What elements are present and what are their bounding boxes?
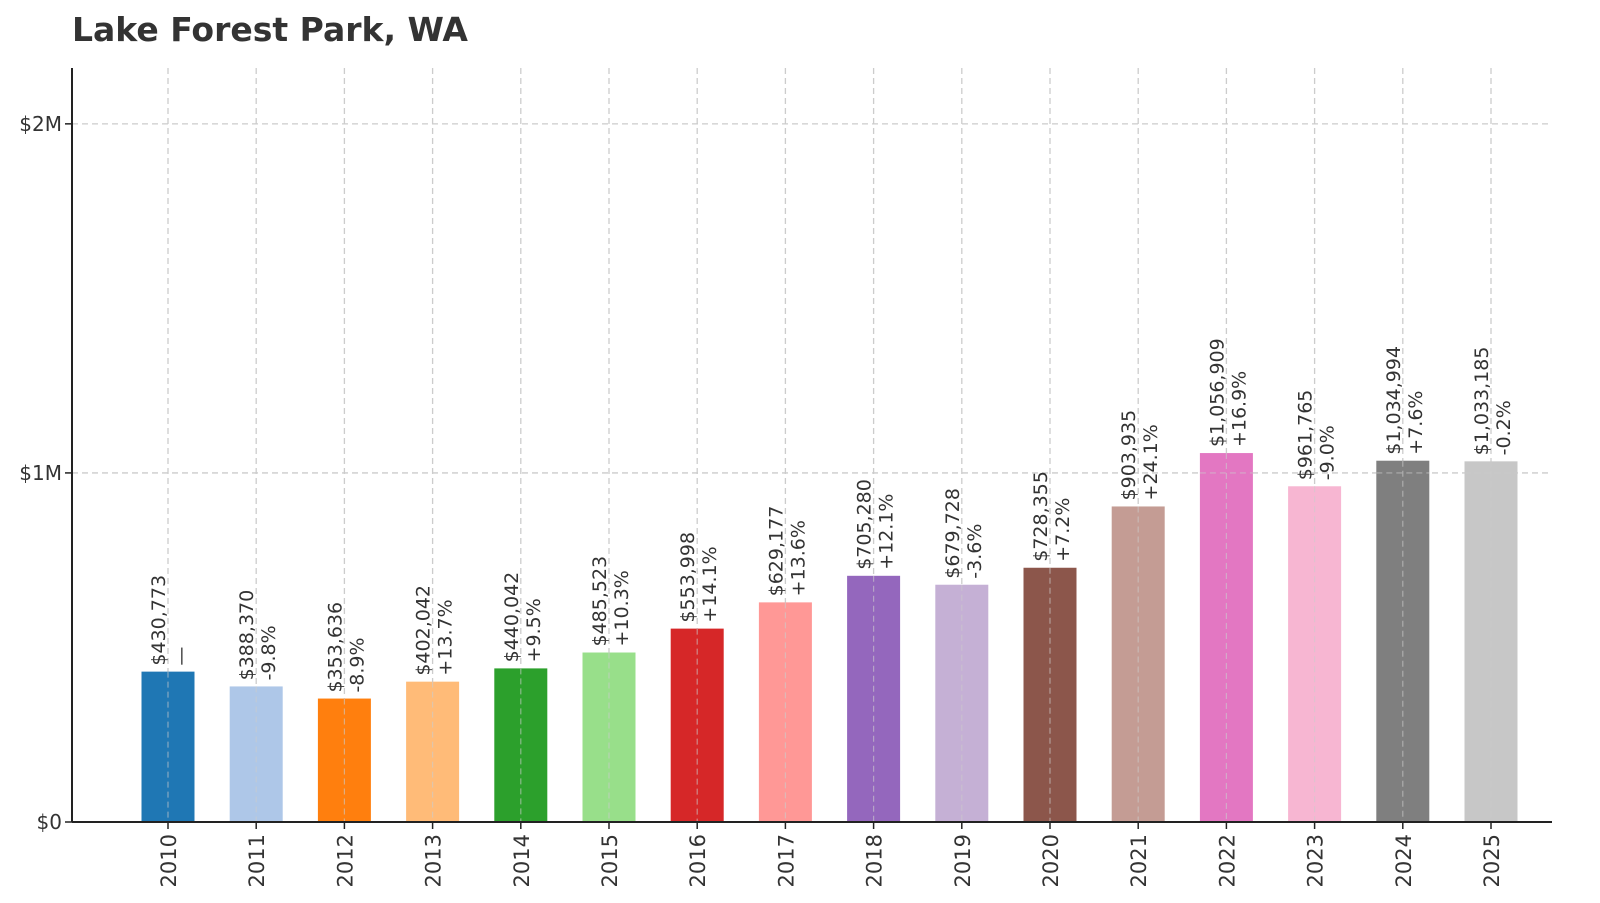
x-tick-label: 2018 bbox=[863, 834, 887, 887]
value-label: $485,523 bbox=[589, 556, 611, 647]
x-tick-label: 2011 bbox=[245, 834, 269, 887]
value-label: $353,636 bbox=[324, 602, 346, 693]
value-label: $705,280 bbox=[854, 479, 876, 570]
x-tick-label: 2019 bbox=[951, 834, 975, 887]
value-label: $903,935 bbox=[1118, 410, 1140, 501]
change-label: -8.9% bbox=[346, 637, 368, 692]
x-tick-label: 2021 bbox=[1127, 834, 1151, 887]
y-tick-label: $1M bbox=[19, 461, 62, 485]
value-label: $1,056,909 bbox=[1206, 338, 1228, 447]
y-tick-label: $0 bbox=[37, 810, 62, 834]
x-tick-label: 2023 bbox=[1304, 834, 1328, 887]
data-labels: $430,773— $388,370 -9.8% $353,636 -8.9% $402,… bbox=[148, 338, 1515, 692]
change-label: +10.3% bbox=[611, 570, 633, 646]
grid-lines bbox=[72, 68, 1552, 822]
change-label: +16.9% bbox=[1228, 371, 1250, 447]
change-label: +14.1% bbox=[699, 546, 721, 622]
change-label: -9.8% bbox=[258, 625, 280, 680]
x-tick-label: 2017 bbox=[774, 834, 798, 887]
chart-title: Lake Forest Park, WA bbox=[72, 10, 468, 49]
bar-2021 bbox=[1111, 506, 1165, 822]
change-label: +12.1% bbox=[876, 494, 898, 570]
value-label: $430,773 bbox=[148, 575, 170, 666]
change-label: +13.6% bbox=[787, 520, 809, 596]
change-label: +7.2% bbox=[1052, 498, 1074, 562]
x-tick-label: 2020 bbox=[1039, 834, 1063, 887]
value-label: $629,177 bbox=[765, 506, 787, 597]
x-tick-label: 2015 bbox=[598, 834, 622, 887]
value-label: $553,998 bbox=[677, 532, 699, 623]
x-tick-label: 2010 bbox=[157, 834, 181, 887]
change-label: -0.2% bbox=[1493, 400, 1515, 455]
change-label: +7.6% bbox=[1405, 391, 1427, 455]
change-label: +9.5% bbox=[523, 598, 545, 662]
x-tick-label: 2016 bbox=[686, 834, 710, 887]
change-label: -3.6% bbox=[964, 524, 986, 579]
x-tick-label: 2013 bbox=[422, 834, 446, 887]
x-tick-label: 2014 bbox=[510, 834, 534, 887]
x-tick-label: 2012 bbox=[333, 834, 357, 887]
bar-2020 bbox=[1023, 567, 1077, 822]
bars bbox=[141, 453, 1518, 822]
value-label: $388,370 bbox=[236, 590, 258, 681]
y-tick-label: $2M bbox=[19, 112, 62, 136]
value-label: $440,042 bbox=[501, 572, 523, 663]
value-label: $1,033,185 bbox=[1471, 347, 1493, 456]
x-tick-label: 2022 bbox=[1215, 834, 1239, 887]
bar-2019 bbox=[935, 584, 989, 822]
change-label: +13.7% bbox=[435, 599, 457, 675]
value-label: $679,728 bbox=[942, 488, 964, 579]
change-label: -9.0% bbox=[1317, 425, 1339, 480]
x-tick-label: 2024 bbox=[1392, 834, 1416, 887]
axes: $0 $1M $2M 2010 2011 2012 2013 2014 2015 2016 2017… bbox=[19, 68, 1552, 887]
value-label: $961,765 bbox=[1295, 390, 1317, 481]
change-label: — bbox=[170, 647, 192, 666]
value-label: $1,034,994 bbox=[1383, 346, 1405, 455]
value-label: $402,042 bbox=[413, 585, 435, 676]
value-label: $728,355 bbox=[1030, 471, 1052, 562]
x-tick-label: 2025 bbox=[1480, 834, 1504, 887]
change-label: +24.1% bbox=[1140, 424, 1162, 500]
